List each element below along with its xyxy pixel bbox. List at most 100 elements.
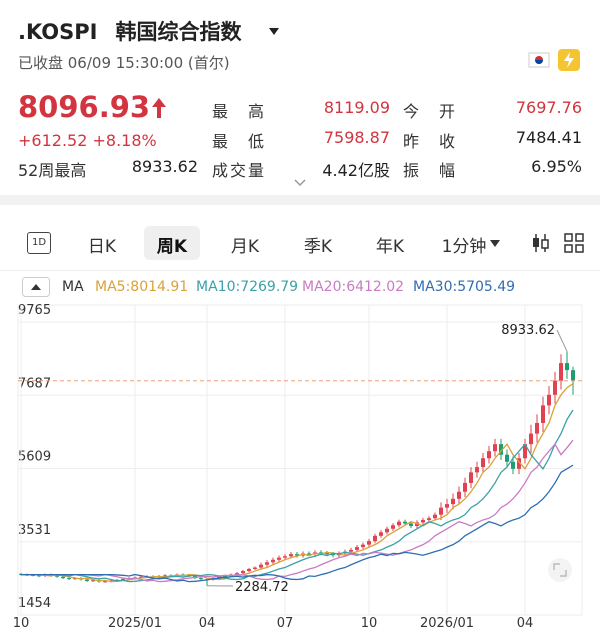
stat-label: 振幅 (403, 161, 455, 180)
high-label: 8933.62 (501, 323, 555, 338)
candle-body (565, 363, 569, 371)
x-tick-label: 2025/01 (108, 616, 162, 631)
stat-value: 4.42亿股 (322, 161, 390, 180)
candle-body (325, 553, 329, 555)
candle-body (463, 482, 467, 492)
stat-label: 今开 (403, 102, 455, 121)
plot-frame (17, 304, 583, 616)
candle-body (367, 541, 371, 545)
week52-label: 52周最高 (18, 161, 87, 180)
ma-line (21, 464, 574, 583)
candle-body (403, 521, 407, 524)
candle-body (67, 578, 71, 580)
candle-body (469, 472, 473, 483)
active-tab-bg (144, 226, 200, 260)
flag-icon (528, 52, 550, 68)
candle-body (163, 575, 167, 577)
candle-body (55, 575, 59, 577)
candle-body (307, 553, 311, 555)
candle-body (331, 554, 335, 556)
x-tick-label: 04 (199, 616, 216, 631)
candle-body (253, 567, 257, 569)
candle-body (457, 491, 461, 499)
candle-body (415, 522, 419, 526)
candle-body (37, 575, 41, 577)
y-tick-label: 1454 (18, 596, 51, 611)
ma-line (21, 439, 574, 583)
candle-icon[interactable] (531, 232, 551, 254)
candle-body (349, 549, 353, 552)
candle-body (523, 444, 527, 459)
tab-dropdown[interactable] (490, 240, 500, 248)
fullscreen-button[interactable] (548, 558, 572, 582)
grid-icon[interactable] (563, 232, 585, 254)
candle-body (541, 405, 545, 424)
candle-body (559, 363, 563, 381)
tab[interactable]: 1分钟 (441, 237, 487, 257)
chart: 1454 3531 5609 7687 9765 10 2025/01 04 07 10 2026/… (13, 303, 583, 631)
status: 已收盘 06/09 15:30:00 (首尔) (18, 54, 230, 72)
tab[interactable]: 日K (87, 237, 117, 257)
dropdown-icon[interactable] (268, 27, 280, 37)
candle-body (427, 518, 431, 520)
legend-title: MA (62, 279, 84, 295)
candle-body (571, 370, 575, 381)
candle-body (259, 564, 263, 568)
candle-body (319, 552, 323, 554)
candle-body (553, 380, 557, 395)
flash-icon[interactable] (558, 49, 580, 71)
tab[interactable]: 月K (230, 237, 260, 257)
stat-value: 7598.87 (323, 128, 390, 147)
candle-body (295, 554, 299, 556)
candle-body (409, 523, 413, 526)
change: +612.52 +8.18% (18, 131, 157, 150)
expand-chevron[interactable] (293, 178, 307, 188)
collapse-toggle[interactable] (22, 277, 50, 297)
stat-value: 7697.76 (515, 98, 582, 117)
y-tick-label: 9765 (18, 303, 51, 318)
candle-body (103, 581, 107, 583)
x-tick-label: 07 (277, 616, 294, 631)
y-tick-label: 3531 (18, 523, 51, 538)
candle-body (451, 498, 455, 505)
candle-body (475, 467, 479, 473)
candle-body (379, 532, 383, 536)
legend-item: MA30:5705.49 (413, 279, 516, 295)
tab[interactable]: 年K (375, 237, 405, 257)
tab[interactable]: 季K (303, 237, 333, 257)
x-tick-label: 10 (13, 616, 30, 631)
candle-body (31, 574, 35, 576)
high-pointer (556, 329, 568, 352)
up-arrow (152, 98, 166, 118)
day-icon[interactable]: 1D (27, 232, 51, 254)
stat-label: 最高 (212, 102, 264, 121)
stat-value: 8119.09 (323, 98, 390, 117)
candle-body (391, 525, 395, 529)
candle-body (373, 535, 377, 542)
candle-body (277, 557, 281, 560)
candle-body (499, 444, 503, 455)
legend-item: MA20:6412.02 (302, 279, 405, 295)
candle-body (85, 579, 89, 581)
ma-line (21, 409, 574, 583)
candle-body (529, 433, 533, 445)
stat-value: 6.95% (531, 157, 582, 176)
legend-item: MA10:7269.79 (196, 279, 299, 295)
candle-body (493, 444, 497, 452)
candle-body (289, 554, 293, 557)
candle-body (139, 576, 143, 578)
candle-body (355, 547, 359, 550)
candle-body (397, 521, 401, 526)
fullscreen-icon (553, 563, 567, 577)
x-tick-label: 10 (361, 616, 378, 631)
y-tick-label: 7687 (18, 376, 51, 391)
symbol: .KOSPI (18, 20, 98, 44)
stat-label: 成交量 (212, 161, 264, 180)
candle-body (61, 576, 65, 579)
candle-body (235, 573, 239, 575)
week52-value: 8933.62 (131, 157, 198, 176)
stat-label: 最低 (212, 132, 264, 151)
candle-body (121, 578, 125, 580)
tab[interactable]: 周K (156, 237, 188, 257)
